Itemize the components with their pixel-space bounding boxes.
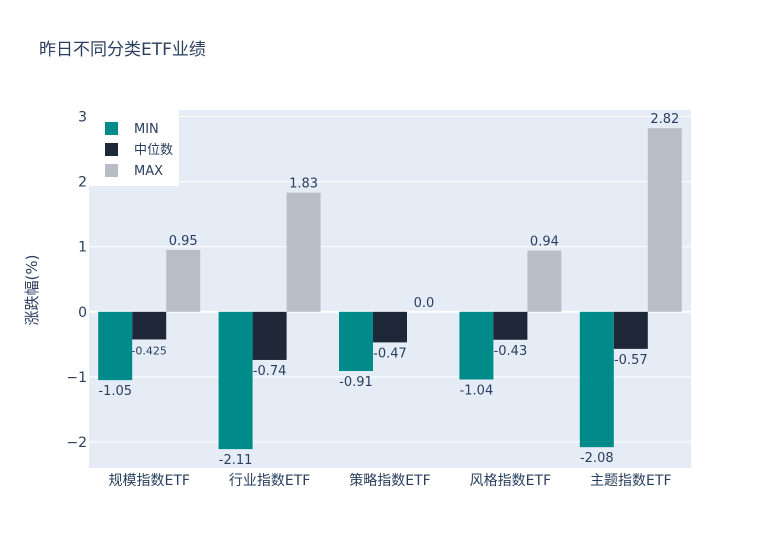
bar[interactable] xyxy=(166,249,201,312)
legend[interactable]: MIN 中位数 MAX xyxy=(89,110,179,186)
bar[interactable] xyxy=(459,311,494,380)
bar[interactable] xyxy=(252,311,287,360)
bar[interactable] xyxy=(647,128,682,312)
x-tick-label: 风格指数ETF xyxy=(470,473,551,489)
y-tick-label: 0 xyxy=(78,305,87,321)
bar[interactable] xyxy=(373,311,407,343)
bar[interactable] xyxy=(579,311,614,448)
data-label: 0.94 xyxy=(530,235,559,250)
bar[interactable] xyxy=(98,311,133,381)
data-label: -2.11 xyxy=(219,453,253,468)
bar[interactable] xyxy=(286,192,321,312)
data-label: -2.08 xyxy=(580,451,614,466)
x-axis: 规模指数ETF 行业指数ETF 策略指数ETF 风格指数ETF 主题指数ETF xyxy=(108,472,671,489)
bar[interactable] xyxy=(527,250,562,312)
y-axis-title: 涨跌幅(%) xyxy=(23,255,41,326)
data-label: -0.47 xyxy=(373,346,407,361)
legend-swatch xyxy=(105,164,118,177)
y-tick-label: 3 xyxy=(78,110,87,126)
legend-swatch xyxy=(105,122,118,135)
bar[interactable] xyxy=(132,311,167,340)
legend-box xyxy=(89,110,179,186)
x-tick-label: 主题指数ETF xyxy=(590,473,671,489)
bar[interactable] xyxy=(493,311,528,340)
bar[interactable] xyxy=(339,311,373,372)
legend-label: MIN xyxy=(134,122,159,137)
legend-swatch xyxy=(105,143,118,156)
y-tick-label: 2 xyxy=(78,175,87,191)
bar[interactable] xyxy=(218,311,253,450)
x-tick-label: 行业指数ETF xyxy=(229,473,310,489)
data-label: 0.95 xyxy=(169,234,198,249)
data-label: 1.83 xyxy=(289,177,318,192)
data-label: -0.57 xyxy=(614,353,648,368)
bar[interactable] xyxy=(613,311,648,349)
data-label: -0.91 xyxy=(339,375,373,390)
data-labels: -1.05 -0.425 0.95 -2.11 -0.74 1.83 -0.91-0.47 0… xyxy=(98,112,679,468)
data-label: -0.74 xyxy=(253,364,287,379)
data-label: 0.0 xyxy=(414,296,435,311)
y-tick-label: −1 xyxy=(66,370,87,386)
data-label: -0.43 xyxy=(494,344,528,359)
x-tick-label: 规模指数ETF xyxy=(108,473,189,489)
data-label: -1.04 xyxy=(460,383,494,398)
data-label: -0.425 xyxy=(131,344,166,357)
chart-title: 昨日不同分类ETF业绩 xyxy=(39,40,206,60)
y-tick-label: −2 xyxy=(66,435,87,451)
x-tick-label: 策略指数ETF xyxy=(349,472,430,489)
y-axis: −2 −1 0 1 2 3 xyxy=(66,110,87,451)
legend-label: MAX xyxy=(134,164,163,179)
data-label: 2.82 xyxy=(650,112,679,127)
legend-label: 中位数 xyxy=(134,143,173,158)
y-tick-label: 1 xyxy=(78,240,87,256)
data-label: -1.05 xyxy=(98,384,132,399)
bars xyxy=(98,128,682,450)
